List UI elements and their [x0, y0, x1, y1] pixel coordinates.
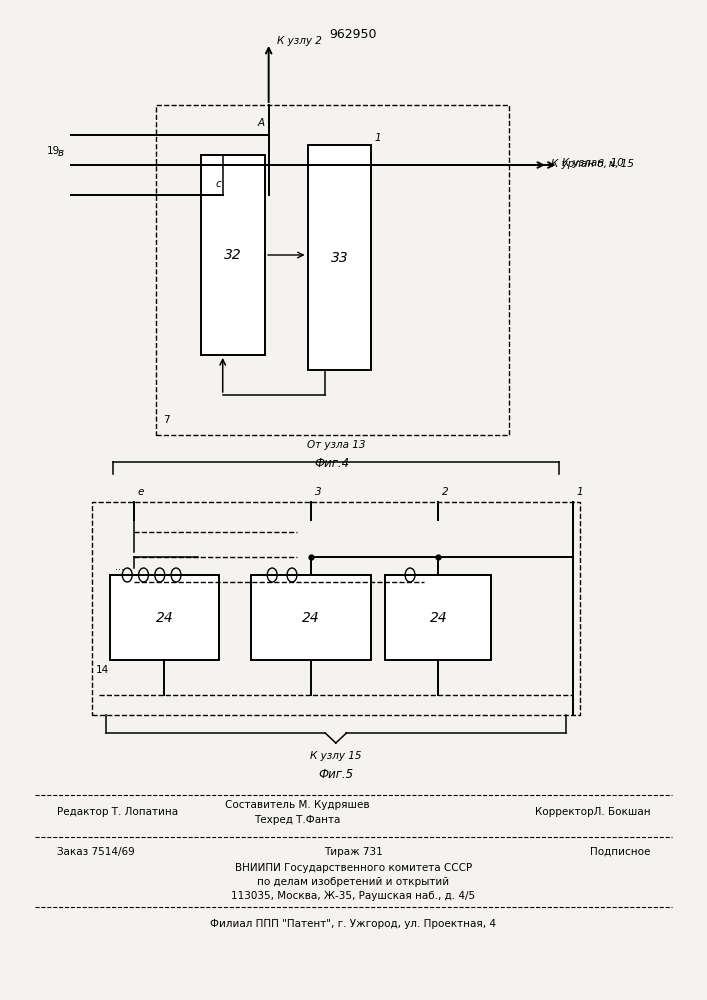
- Text: КорректорЛ. Бокшан: КорректорЛ. Бокшан: [534, 807, 650, 817]
- Bar: [201, 155, 265, 355]
- Text: 1: 1: [576, 487, 583, 497]
- Text: 3: 3: [315, 487, 321, 497]
- Text: с: с: [216, 179, 221, 189]
- Text: 7: 7: [163, 415, 169, 425]
- Text: Фиг.4: Фиг.4: [315, 457, 350, 470]
- Bar: [251, 575, 371, 660]
- Text: 24: 24: [429, 610, 448, 624]
- Text: 32: 32: [224, 248, 243, 262]
- Text: 14: 14: [95, 665, 109, 675]
- Text: e: e: [138, 487, 144, 497]
- Text: 2: 2: [442, 487, 448, 497]
- Text: 33: 33: [330, 251, 349, 265]
- Text: ...: ...: [115, 562, 124, 572]
- Text: Заказ 7514/69: Заказ 7514/69: [57, 847, 134, 857]
- Bar: [385, 575, 491, 660]
- Text: в: в: [57, 148, 64, 158]
- Text: Редактор Т. Лопатина: Редактор Т. Лопатина: [57, 807, 177, 817]
- Text: 24: 24: [302, 610, 320, 624]
- Text: А: А: [258, 118, 265, 128]
- Text: 962950: 962950: [329, 28, 378, 41]
- Bar: [156, 105, 509, 435]
- Text: Подписное: Подписное: [590, 847, 650, 857]
- Text: Фиг.5: Фиг.5: [318, 768, 354, 781]
- Text: Составитель М. Кудряшев: Составитель М. Кудряшев: [225, 800, 369, 810]
- Text: К узлан  10: К узлан 10: [562, 158, 624, 168]
- Text: К узлу 2: К узлу 2: [277, 36, 322, 46]
- Text: ВНИИПИ Государственного комитета СССР: ВНИИПИ Государственного комитета СССР: [235, 863, 472, 873]
- Bar: [308, 145, 371, 370]
- Text: по делам изобретений и открытий: по делам изобретений и открытий: [257, 877, 450, 887]
- Text: 113035, Москва, Ж-35, Раушская наб., д. 4/5: 113035, Москва, Ж-35, Раушская наб., д. …: [231, 891, 476, 901]
- Text: 1: 1: [374, 133, 380, 143]
- Text: 19: 19: [47, 146, 60, 156]
- Text: К урлан б, ɴ, 15: К урлан б, ɴ, 15: [551, 159, 634, 169]
- Text: Филиал ППП "Патент", г. Ужгород, ул. Проектная, 4: Филиал ППП "Патент", г. Ужгород, ул. Про…: [211, 919, 496, 929]
- Text: 24: 24: [156, 610, 173, 624]
- Text: От узла 13: От узла 13: [307, 440, 365, 450]
- Bar: [92, 502, 580, 715]
- Text: К узлу 15: К узлу 15: [310, 751, 361, 761]
- Text: Тираж 731: Тираж 731: [324, 847, 383, 857]
- Bar: [110, 575, 219, 660]
- Text: Техред Т.Фанта: Техред Т.Фанта: [254, 815, 340, 825]
